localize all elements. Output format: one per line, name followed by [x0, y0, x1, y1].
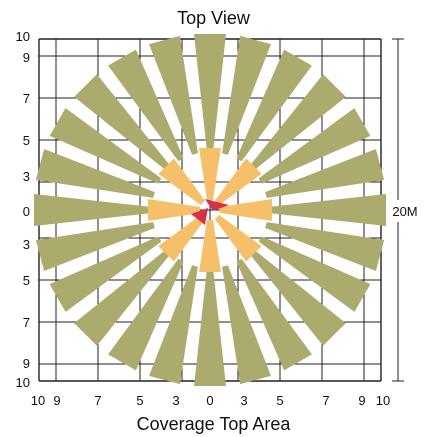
x-tick-label: 9: [358, 393, 365, 408]
diagram-caption: Coverage Top Area: [136, 414, 291, 434]
range-bracket: 20M: [386, 38, 424, 382]
y-tick-label: 0: [23, 204, 30, 219]
far-coverage-ray: [222, 265, 271, 385]
x-tick-label: 9: [53, 393, 60, 408]
near-coverage-ray: [158, 214, 206, 262]
far-coverage-zone: [34, 34, 386, 386]
far-coverage-ray: [194, 34, 226, 152]
far-coverage-ray: [49, 236, 162, 312]
far-coverage-ray: [194, 268, 226, 386]
y-tick-label: 3: [23, 169, 30, 184]
far-coverage-ray: [34, 194, 152, 226]
far-coverage-ray: [49, 108, 162, 184]
y-tick-label: 9: [23, 50, 30, 65]
far-coverage-ray: [265, 222, 385, 271]
far-coverage-ray: [35, 222, 155, 271]
y-tick-label: 10: [16, 29, 30, 44]
far-coverage-ray: [248, 248, 346, 346]
y-tick-label: 3: [23, 237, 30, 252]
y-tick-label: 7: [23, 315, 30, 330]
x-tick-label: 10: [31, 393, 45, 408]
x-tick-label: 7: [322, 393, 329, 408]
x-tick-label: 0: [206, 393, 213, 408]
far-coverage-ray: [248, 74, 346, 172]
y-axis-labels: 10 9 7 5 3 0 3 5 7 9 10: [16, 29, 30, 390]
far-coverage-ray: [236, 49, 312, 162]
x-tick-label: 5: [276, 393, 283, 408]
y-tick-label: 9: [23, 356, 30, 371]
far-coverage-ray: [74, 248, 172, 346]
far-coverage-ray: [108, 258, 184, 371]
far-coverage-ray: [258, 236, 371, 312]
near-coverage-ray: [199, 220, 221, 272]
x-tick-label: 3: [172, 393, 179, 408]
y-tick-label: 10: [16, 375, 30, 390]
x-tick-label: 10: [376, 393, 390, 408]
y-tick-label: 7: [23, 91, 30, 106]
sensor-icon: [191, 199, 229, 225]
y-tick-label: 5: [23, 133, 30, 148]
near-coverage-zone: [148, 148, 272, 272]
far-coverage-ray: [268, 194, 386, 226]
far-coverage-ray: [74, 74, 172, 172]
range-label-bg: [386, 200, 424, 222]
sensor-triangle-lower: [191, 208, 208, 225]
y-tick-label: 5: [23, 273, 30, 288]
range-label: 20M: [392, 204, 417, 219]
far-coverage-ray: [236, 258, 312, 371]
x-tick-label: 3: [240, 393, 247, 408]
far-coverage-ray: [35, 149, 155, 198]
x-tick-label: 5: [136, 393, 143, 408]
near-coverage-ray: [199, 148, 221, 200]
far-coverage-ray: [265, 149, 385, 198]
near-coverage-ray: [158, 158, 206, 206]
far-coverage-ray: [222, 35, 271, 155]
far-coverage-ray: [149, 265, 198, 385]
sensor-triangle-upper: [205, 199, 229, 211]
far-coverage-ray: [108, 49, 184, 162]
x-tick-label: 7: [94, 393, 101, 408]
diagram-title: Top View: [177, 8, 250, 28]
near-coverage-ray: [148, 199, 200, 221]
x-axis-labels: 10 9 7 5 3 0 3 5 7 9 10: [31, 393, 390, 408]
near-coverage-ray: [214, 158, 262, 206]
near-coverage-ray: [220, 199, 272, 221]
far-coverage-ray: [258, 108, 371, 184]
far-coverage-ray: [149, 35, 198, 155]
near-coverage-ray: [214, 214, 262, 262]
